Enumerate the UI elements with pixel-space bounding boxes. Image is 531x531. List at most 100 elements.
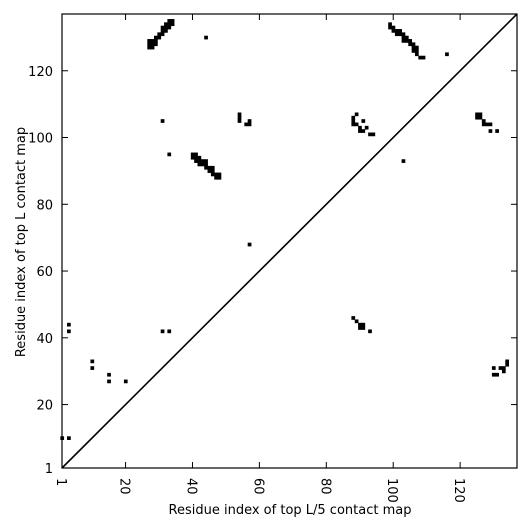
contact-cell [401, 35, 406, 40]
contact-cell [368, 329, 372, 334]
contact-cell [207, 165, 212, 170]
contact-cell [167, 19, 172, 23]
contact-cell [150, 45, 155, 50]
contact-cell [388, 22, 392, 27]
contact-cell [354, 122, 359, 127]
contact-cell [154, 39, 158, 43]
contact-cell [247, 119, 252, 123]
contact-cell [237, 112, 242, 117]
contact-cell [401, 159, 406, 163]
contact-cell [501, 369, 506, 374]
contact-cell [358, 125, 362, 130]
contact-cell [210, 172, 215, 177]
contact-cell [351, 119, 356, 123]
x-tick-label: 80 [317, 478, 332, 495]
contact-cell [475, 112, 479, 117]
contact-cell [351, 115, 356, 120]
contact-cell [351, 122, 356, 127]
contact-cell [398, 32, 402, 37]
contact-cell [167, 329, 172, 334]
contact-cell [488, 129, 493, 133]
contact-cell [401, 39, 406, 43]
contact-cell [244, 122, 249, 127]
contact-cell [411, 42, 416, 47]
y-tick-label: 120 [28, 65, 53, 80]
contact-cell [160, 119, 165, 123]
contact-cell [160, 32, 165, 37]
contact-cell [160, 329, 165, 334]
contact-cell [197, 159, 202, 163]
contact-cell [491, 366, 496, 370]
contact-cell [411, 49, 416, 53]
contact-cell [481, 119, 486, 123]
contact-cell [67, 329, 71, 334]
y-tick-label: 100 [28, 132, 53, 147]
contact-cell [154, 35, 158, 40]
contact-cell [488, 122, 493, 127]
contact-cell [190, 155, 195, 160]
contact-cell [194, 159, 198, 163]
contact-cell [368, 132, 372, 137]
contact-cell [167, 25, 172, 30]
contact-cell [481, 122, 486, 127]
contact-cell [404, 35, 409, 40]
contact-cell [491, 372, 496, 377]
contact-cell [170, 19, 175, 23]
contact-cell [247, 122, 252, 127]
contact-cell [157, 32, 162, 37]
contact-cell [204, 165, 208, 170]
contact-cell [67, 322, 71, 327]
contact-cell [414, 45, 419, 50]
contact-cell [90, 366, 95, 370]
contact-cell [214, 172, 218, 177]
x-tick-label: 60 [250, 478, 265, 495]
contact-cell [147, 42, 152, 47]
contact-cell [200, 159, 205, 163]
contact-cell [445, 52, 449, 57]
contact-cell [217, 172, 222, 177]
contact-cell [404, 39, 409, 43]
contact-cell [414, 52, 419, 57]
contact-cell [90, 359, 95, 364]
contact-cell [194, 155, 198, 160]
contact-cell [478, 115, 483, 120]
contact-cell [418, 55, 423, 60]
contact-cell [164, 25, 168, 30]
contact-cell [505, 359, 510, 364]
contact-cell [210, 169, 215, 173]
contact-cell [408, 39, 413, 43]
contact-cell [364, 125, 369, 130]
contact-cell [67, 436, 71, 441]
plot-frame [61, 13, 518, 469]
contact-cell [371, 132, 376, 137]
contact-cell [414, 49, 419, 53]
contact-cell [204, 35, 208, 40]
contact-cell [495, 372, 499, 377]
contact-cell [210, 165, 215, 170]
contact-cell [197, 162, 202, 167]
contact-cell [150, 42, 155, 47]
contact-cell [394, 29, 399, 33]
contact-cell [411, 45, 416, 50]
contact-cell [247, 242, 252, 247]
contact-cell [361, 326, 366, 330]
contact-cell [401, 32, 406, 37]
contact-cell [164, 29, 168, 33]
contact-cell [167, 22, 172, 27]
contact-cell [147, 39, 152, 43]
contact-cell [150, 39, 155, 43]
contact-cell [388, 25, 392, 30]
contact-cell [154, 42, 158, 47]
y-tick-label: 80 [36, 198, 53, 213]
x-tick-label: 100 [384, 478, 399, 503]
contact-cell [498, 366, 503, 370]
contact-cell [354, 112, 359, 117]
contact-cell [190, 152, 195, 157]
x-tick-label: 40 [183, 478, 198, 495]
contact-cell [495, 129, 499, 133]
contact-cell [147, 45, 152, 50]
contact-cell [501, 366, 506, 370]
contact-cell [200, 162, 205, 167]
contact-cell [157, 35, 162, 40]
